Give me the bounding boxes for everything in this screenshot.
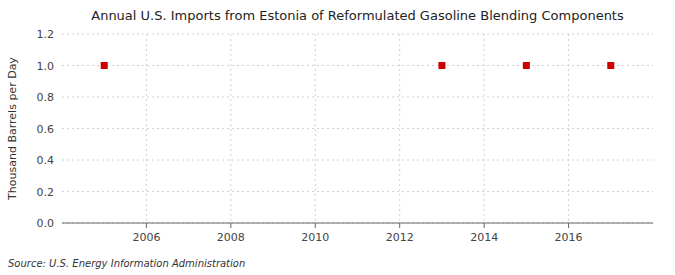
x-grid-line <box>484 34 485 223</box>
title: Annual U.S. Imports from Estonia of Refo… <box>91 8 624 23</box>
x-axis-line <box>62 223 653 224</box>
x-tick-label: 2006 <box>132 231 160 244</box>
x-tick <box>146 223 147 228</box>
points <box>101 62 615 69</box>
y-grid-line <box>62 97 653 98</box>
x-tick-label: 2012 <box>386 231 414 244</box>
y-tick-label: 0.2 <box>37 186 55 199</box>
y-grid-line <box>62 223 653 224</box>
x-tick <box>568 223 569 228</box>
data-point <box>438 62 445 69</box>
x-tick <box>315 223 316 228</box>
chart-container: Annual U.S. Imports from Estonia of Refo… <box>0 0 675 275</box>
y-tick-label: 0.6 <box>37 123 55 136</box>
y-grid-line <box>62 160 653 161</box>
y-grid-line <box>62 65 653 66</box>
x-tick-label: 2016 <box>555 231 583 244</box>
x-tick-label: 2010 <box>301 231 329 244</box>
y-tick-label: 0.0 <box>37 217 55 230</box>
x-grid-line <box>315 34 316 223</box>
x-tick-label: 2008 <box>217 231 245 244</box>
x-tick <box>484 223 485 228</box>
y-tick-label: 0.8 <box>37 91 55 104</box>
y-tick-label: 1.2 <box>37 28 55 41</box>
axes: 0.0 0.2 0.4 0.6 0.8 1.0 1.2 2006 2008 2010 2012 201… <box>37 28 654 244</box>
y-grid-line <box>62 128 653 129</box>
grid <box>62 34 653 223</box>
y-tick-label: 0.4 <box>37 154 55 167</box>
x-tick <box>399 223 400 228</box>
y-axis-label: Thousand Barrels per Day <box>6 57 19 201</box>
chart-svg: Annual U.S. Imports from Estonia of Refo… <box>0 0 675 275</box>
y-grid-line <box>62 34 653 35</box>
data-point <box>523 62 530 69</box>
y-tick-label: 1.0 <box>37 60 55 73</box>
y-grid-line <box>62 191 653 192</box>
x-tick-label: 2014 <box>470 231 498 244</box>
data-point <box>607 62 614 69</box>
source-note: Source: U.S. Energy Information Administ… <box>8 258 245 269</box>
x-tick <box>230 223 231 228</box>
x-grid-line <box>399 34 400 223</box>
x-grid-line <box>230 34 231 223</box>
x-grid-line <box>146 34 147 223</box>
x-grid-line <box>568 34 569 223</box>
data-point <box>101 62 108 69</box>
